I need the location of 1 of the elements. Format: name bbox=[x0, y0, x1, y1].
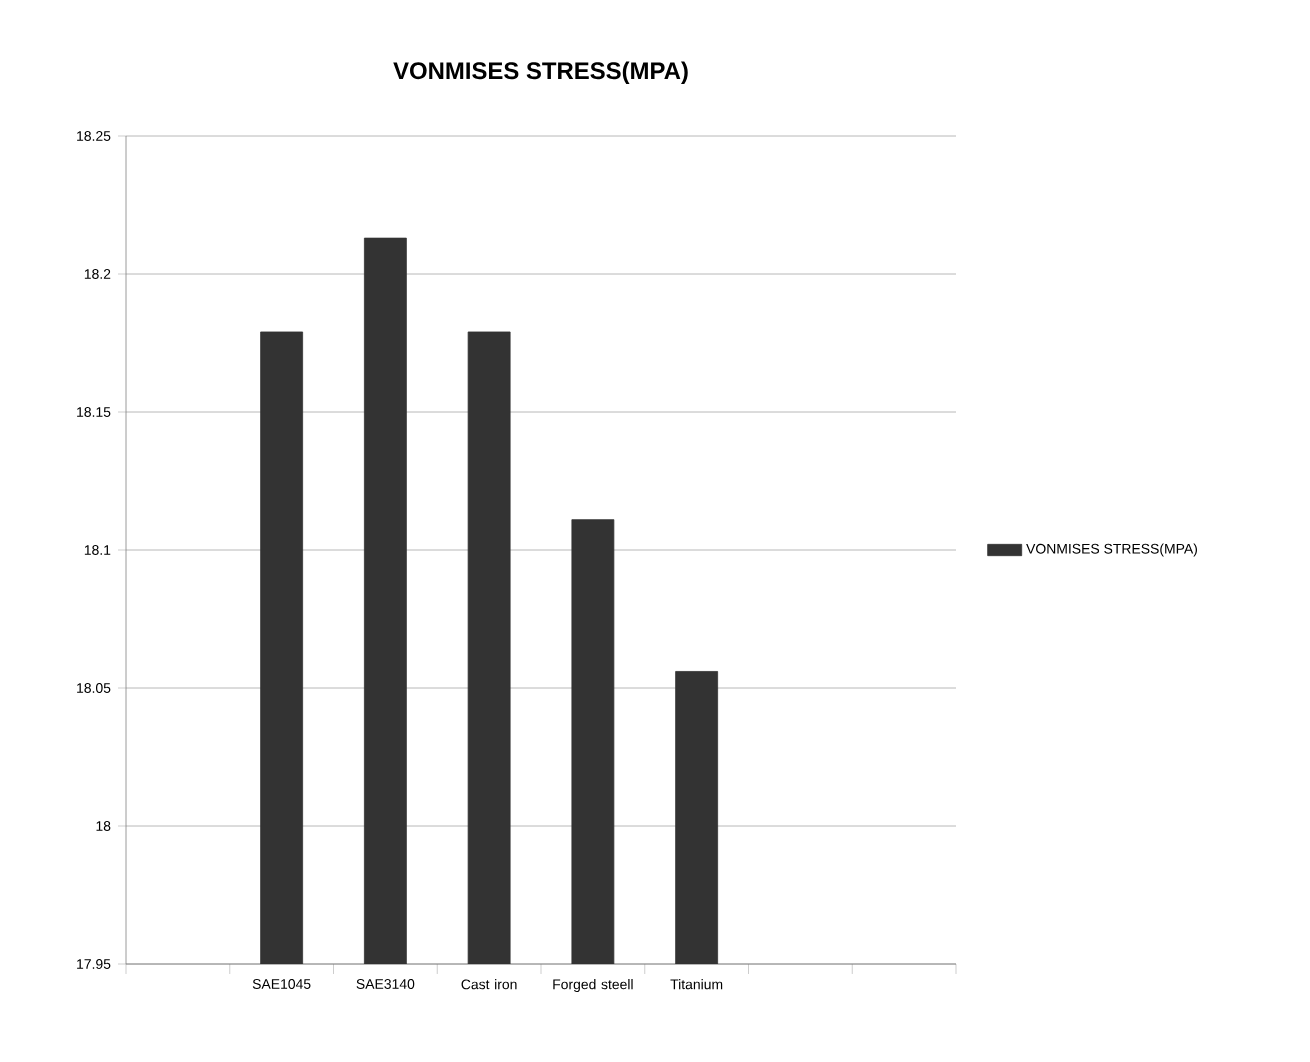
chart-title: VONMISES STRESS(MPA) bbox=[393, 61, 688, 84]
